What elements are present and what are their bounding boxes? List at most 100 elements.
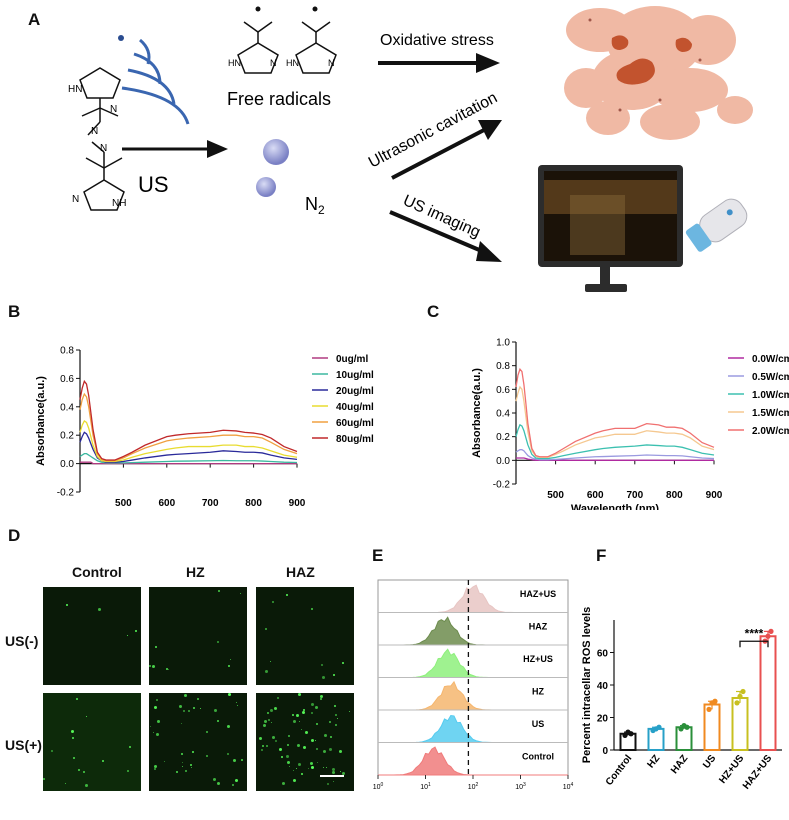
fluorescent-spot <box>321 664 323 666</box>
fluorescent-spot <box>218 590 220 592</box>
fluorescent-spot <box>316 748 318 750</box>
fluorescent-spot <box>185 770 187 772</box>
n2-bubble-large <box>263 139 289 165</box>
fluorescent-spot <box>78 769 80 771</box>
column-label-control: Control <box>72 564 122 580</box>
legend-label: 0.0W/cm2 <box>752 353 789 365</box>
y-tick-label: 0.6 <box>496 385 510 396</box>
row-label-us-minus: US(-) <box>5 633 39 649</box>
fluorescent-spot <box>154 768 156 770</box>
fluorescent-spot <box>85 784 88 787</box>
legend-label: 0ug/ml <box>336 354 368 365</box>
fluorescent-spot <box>154 765 157 768</box>
legend-label: 1.0W/cm2 <box>752 389 789 401</box>
fluorescent-spot <box>227 725 230 728</box>
series-line-3 <box>515 385 715 459</box>
fluorescent-spot <box>261 749 263 751</box>
y-tick-label: 0.8 <box>60 346 74 357</box>
legend-label: 60ug/ml <box>336 418 374 429</box>
chart-f: 0 20 40 60 Percent intracellar ROS levels Con… <box>581 607 782 792</box>
fluorescent-spot <box>182 762 183 763</box>
y-axis-label: Percent intracellar ROS levels <box>581 607 593 764</box>
fluorescent-spot <box>266 745 268 747</box>
oxidative-stress-label: Oxidative stress <box>380 32 494 49</box>
histogram-label: US <box>532 719 545 729</box>
fluorescent-spot <box>197 698 199 700</box>
fluorescent-spot <box>270 709 273 712</box>
series-line-4 <box>79 392 298 462</box>
fluorescent-spot <box>317 762 318 763</box>
fluorescent-spot <box>157 720 160 723</box>
micrograph-hz-us-minus <box>149 587 247 685</box>
fluorescent-spot <box>298 693 301 696</box>
significance-label: **** <box>745 626 764 640</box>
label-n-lower: N <box>72 194 79 205</box>
fluorescent-spot <box>303 746 306 749</box>
label-n-r2: N <box>328 58 335 68</box>
panel-a-schematic: HN N N N N NH US HN N HN N Free radicals <box>68 6 753 292</box>
significance-bracket <box>739 640 769 648</box>
fluorescent-spot <box>127 770 129 772</box>
histogram-label: HAZ+US <box>520 589 556 599</box>
free-radicals-label: Free radicals <box>227 89 331 109</box>
fluorescent-spot <box>265 628 267 630</box>
x-tick-label: 700 <box>626 490 643 501</box>
x-tick-label: 103 <box>515 782 526 791</box>
fluorescent-spot <box>301 773 303 775</box>
y-tick-label: 0.6 <box>60 374 74 385</box>
fluorescent-spot <box>217 720 219 722</box>
fluorescent-spot <box>265 670 268 673</box>
fluorescent-spot <box>303 709 305 711</box>
fluorescent-spot <box>296 768 297 769</box>
fluorescent-spot <box>333 674 335 676</box>
fluorescent-spot <box>268 719 270 721</box>
chart-c: -0.2 0.0 0.2 0.4 0.6 0.8 1.0 500 600 700 800 900 Wav… <box>471 338 789 511</box>
label-hn-r1: HN <box>228 58 241 68</box>
y-tick-label: 0.4 <box>60 402 74 413</box>
fluorescent-spot <box>293 779 296 782</box>
fluorescent-spot <box>190 764 192 766</box>
data-point <box>706 706 712 712</box>
fluorescent-spot <box>200 708 201 709</box>
fluorescent-spot <box>332 768 335 771</box>
micrograph-hz-us-plus <box>149 693 247 791</box>
bar-HAZ <box>675 726 693 751</box>
x-tick-label: 800 <box>245 498 262 509</box>
fluorescent-spot <box>334 705 336 707</box>
x-tick-label: 700 <box>202 498 219 509</box>
series-line-0 <box>80 461 297 465</box>
x-tick-label: HZ <box>645 753 662 770</box>
label-n-r1: N <box>270 58 277 68</box>
data-point <box>734 700 740 706</box>
fluorescent-spot <box>188 710 190 712</box>
row-label-us-plus: US(+) <box>5 737 42 753</box>
x-tick-label: 101 <box>420 782 431 791</box>
fluorescent-spot <box>135 630 137 632</box>
fluorescent-spot <box>311 766 314 769</box>
x-tick-label: Control <box>604 753 635 788</box>
fluorescent-spot <box>129 746 131 748</box>
fluorescent-spot <box>275 740 277 742</box>
y-tick-label: 60 <box>597 649 609 660</box>
x-tick-label: US <box>701 753 718 771</box>
fluorescent-spot <box>293 720 296 723</box>
series-line-5 <box>79 379 298 461</box>
fluorescent-spot <box>233 759 236 762</box>
panel-label-d: D <box>8 526 21 545</box>
fluorescent-spot <box>179 705 182 708</box>
micrograph-haz-us-minus <box>256 587 354 685</box>
x-tick-label: HZ+US <box>717 753 746 786</box>
fluorescent-spot <box>83 771 85 773</box>
fluorescent-spot <box>329 748 332 751</box>
fluorescent-spot <box>282 782 285 785</box>
fluorescent-spot <box>287 744 289 746</box>
fluorescent-spot <box>227 753 229 755</box>
fluorescent-spot <box>217 782 220 785</box>
fluorescent-spot <box>184 694 187 697</box>
fluorescent-spot <box>72 737 74 739</box>
fluorescent-spot <box>339 750 342 753</box>
fluorescent-spot <box>155 646 157 648</box>
fluorescent-spot <box>342 662 344 664</box>
series-line-0 <box>516 457 714 461</box>
fluorescent-spot <box>192 751 194 753</box>
